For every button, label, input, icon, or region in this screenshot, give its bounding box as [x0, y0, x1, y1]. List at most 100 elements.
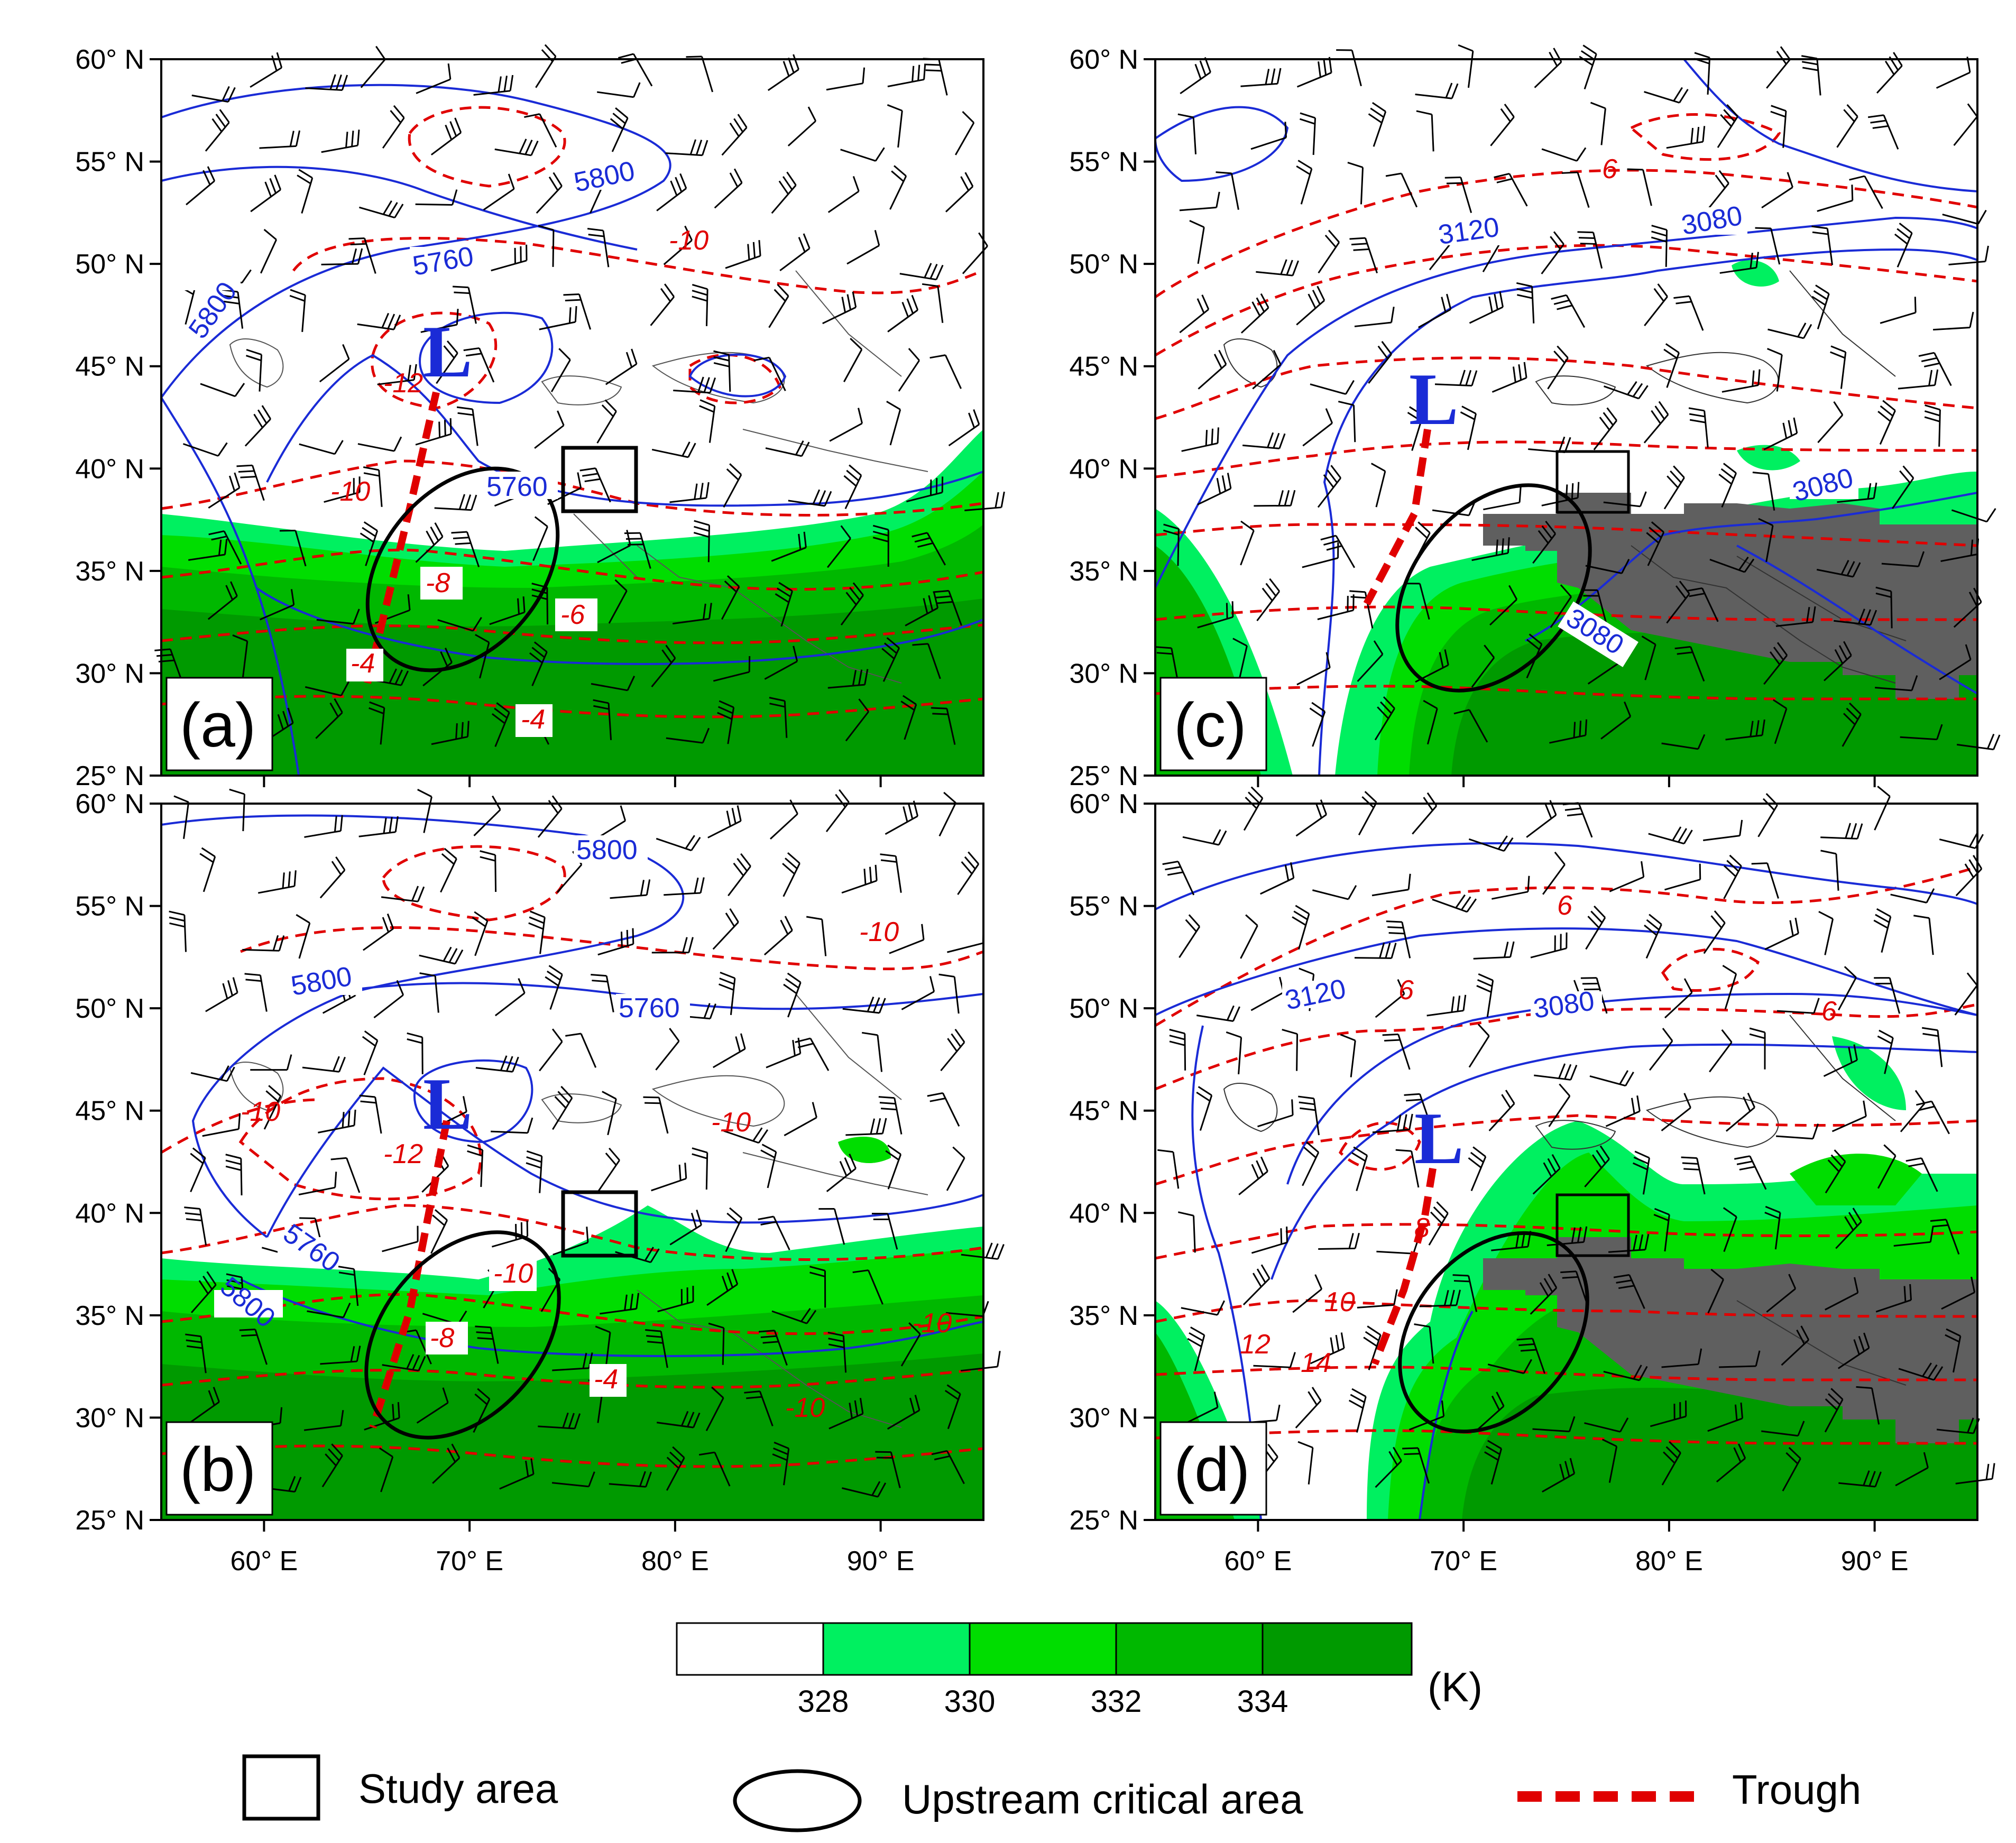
wind-barb-flag [869, 867, 872, 883]
wind-barb-flag [665, 644, 676, 659]
wind-barb-flag [699, 877, 705, 893]
wind-barb-flag [1653, 1213, 1669, 1221]
wind-barb [1766, 59, 1791, 89]
wind-barb-flag [1169, 1028, 1185, 1035]
wind-barb-flag [524, 140, 533, 155]
wind-barb-flag [593, 705, 610, 710]
wind-barb-flag [464, 494, 472, 510]
low-pressure-letter-d: L [1414, 1098, 1463, 1179]
wind-barb [1835, 853, 1839, 891]
wind-barb-flag [1245, 914, 1258, 926]
wind-barb-flag [1813, 290, 1828, 300]
wind-barb-flag [1590, 102, 1606, 109]
wind-barb [1938, 409, 1941, 447]
wind-barb-flag [1749, 1033, 1765, 1039]
wind-barb [1354, 321, 1392, 327]
wind-barb [954, 122, 975, 155]
wind-barb [728, 865, 751, 897]
wind-barb [898, 360, 920, 392]
wind-barb [202, 1128, 239, 1137]
wind-barb-flag [610, 118, 623, 130]
wind-barb-flag [1299, 1101, 1315, 1105]
wind-barb-flag [577, 472, 582, 489]
temperature-label: -10 [785, 1393, 825, 1423]
wind-barb-flag [1557, 305, 1573, 310]
wind-barb-flag [454, 291, 470, 294]
lon-tick-label: 90° E [1841, 1546, 1909, 1577]
wind-barb-flag [1840, 560, 1849, 575]
wind-barb-flag [726, 468, 739, 481]
wind-barb-flag [914, 1395, 920, 1411]
wind-barb-flag [711, 1386, 724, 1399]
wind-barb-flag [288, 871, 291, 888]
wind-barb-flag [475, 1325, 491, 1329]
wind-barb-flag [703, 1003, 711, 1019]
wind-barb [780, 591, 793, 627]
wind-barb [1875, 1299, 1912, 1313]
wind-barb-flag [1278, 490, 1284, 506]
temperature-contour-labels-a: -10 -12 -10 -8 -6 -4 -4 [330, 225, 708, 737]
wind-barb-flag [660, 288, 671, 302]
wind-barb [827, 538, 851, 568]
wind-barb-flag [512, 1056, 519, 1072]
wind-barb-flag [241, 269, 252, 283]
wind-barb-flag [801, 441, 810, 457]
wind-barb [1605, 1110, 1640, 1127]
wind-barb-flag [1723, 109, 1735, 122]
wind-barb-flag [894, 165, 907, 177]
wind-barb-flag [1393, 1289, 1398, 1305]
wind-barb-flag [733, 168, 743, 183]
wind-barb-flag [1396, 1114, 1402, 1131]
wind-barb-flag [1811, 296, 1826, 306]
wind-barb [357, 443, 394, 452]
wind-barb [1428, 1213, 1449, 1246]
wind-barb-flag [1323, 540, 1339, 546]
wind-barb-flag [236, 464, 253, 467]
wind-barb-flag [1734, 1155, 1750, 1160]
wind-barb-flag [261, 405, 272, 420]
wind-barb-flag [290, 589, 295, 605]
wind-barb-flag [675, 177, 683, 192]
wind-barb-flag [1830, 1154, 1843, 1167]
wind-barb-flag [1853, 1339, 1860, 1355]
wind-barb [467, 287, 477, 324]
wind-barb-flag [752, 1127, 763, 1141]
wind-barb-flag [1923, 362, 1940, 367]
wind-barb [957, 863, 980, 895]
wind-barb [723, 474, 742, 508]
wind-barb [1547, 357, 1569, 390]
wind-barb-flag [1987, 733, 1995, 749]
wind-barb-flag [353, 609, 360, 624]
wind-barb-flag [518, 978, 526, 993]
wind-barb-flag [456, 406, 473, 410]
wind-barb [1473, 956, 1511, 960]
wind-barb-flag [293, 870, 297, 887]
wind-barb-flag [331, 1443, 343, 1457]
wind-barb [1194, 1334, 1205, 1371]
wind-barb-flag [1338, 400, 1354, 406]
wind-barb-flag [1673, 87, 1683, 102]
wind-barb [552, 229, 555, 267]
wind-barb-flag [1667, 475, 1679, 489]
wind-barb [1940, 554, 1977, 562]
wind-barb [906, 491, 943, 503]
wind-barb-flag [526, 1162, 541, 1169]
wind-barb [1826, 228, 1834, 265]
wind-barb [301, 178, 314, 214]
temperature-label: 6 [1821, 996, 1837, 1027]
wind-barb [938, 59, 948, 96]
wind-barb-flag [1504, 104, 1515, 118]
wind-barb-flag [1579, 56, 1594, 66]
wind-barb-flag [1349, 237, 1366, 240]
wind-barb-flag [1256, 1268, 1266, 1283]
wind-barb-flag [643, 1096, 659, 1099]
wind-barb [663, 239, 693, 265]
equivalent-potential-temperature-shading [161, 1137, 983, 1520]
wind-barb-flag [1673, 465, 1685, 478]
wind-barb [840, 594, 864, 626]
wind-barb-flag [456, 309, 459, 325]
wind-barb-flag [1722, 964, 1737, 975]
wind-barb [1628, 1274, 1645, 1309]
wind-barb [1356, 1155, 1368, 1191]
wind-barb [1467, 413, 1477, 450]
